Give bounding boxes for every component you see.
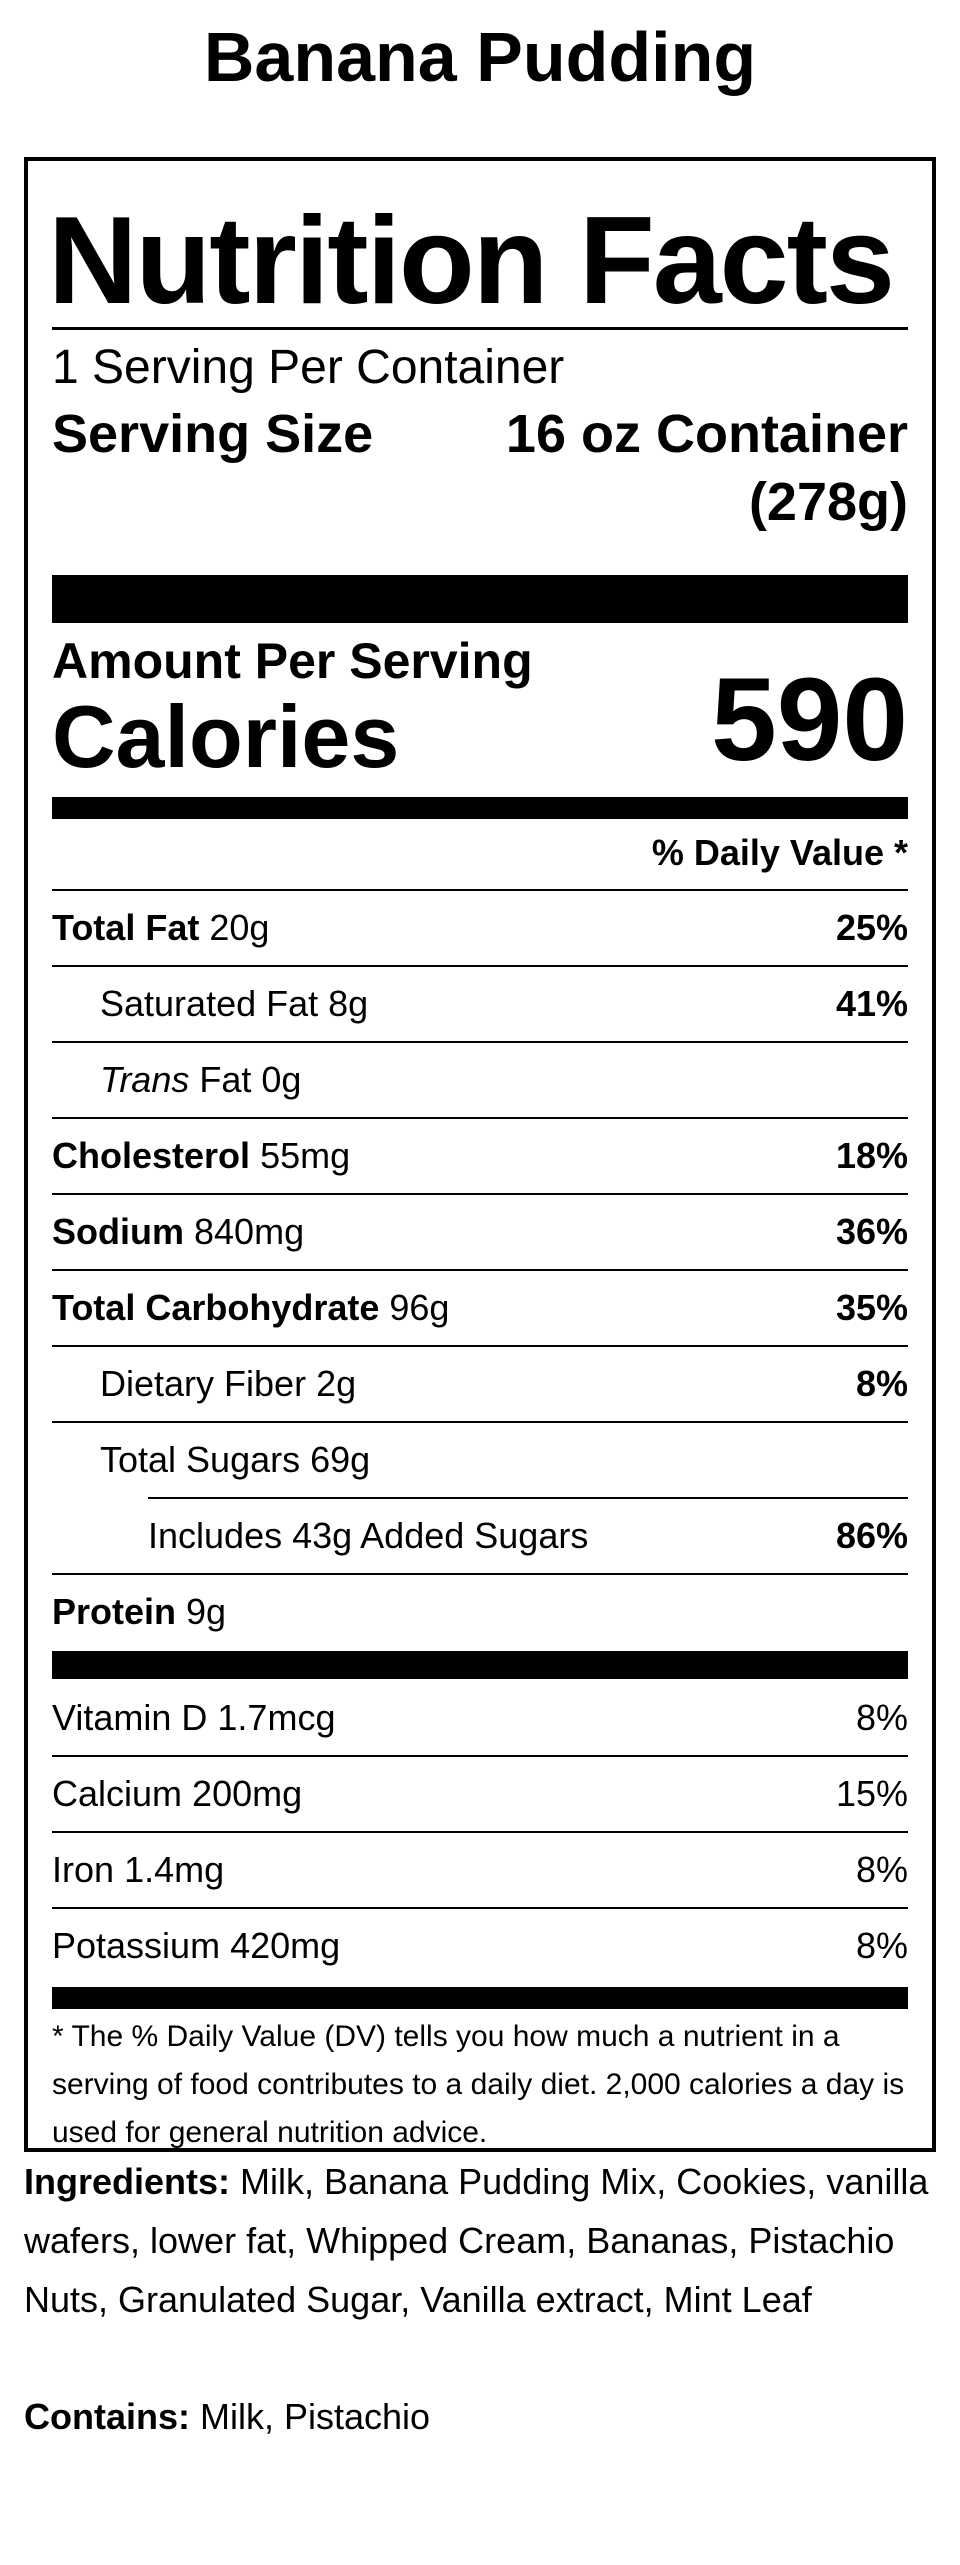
nutrient-row-cholesterol: Cholesterol 55mg 18% xyxy=(52,1119,908,1193)
vitamin-name: Iron 1.4mg xyxy=(52,1849,225,1890)
nutrient-name: Trans Fat 0g xyxy=(100,1059,302,1100)
row-divider xyxy=(52,1907,908,1909)
vitamin-dv: 8% xyxy=(855,1925,908,1966)
nutrient-dv: 25% xyxy=(835,907,908,948)
contains-label: Contains: xyxy=(24,2396,190,2437)
nutrient-name: Sodium 840mg xyxy=(52,1211,305,1252)
allergen-statement: Contains: Milk, Pistachio xyxy=(24,2388,936,2446)
nutrient-dv: 18% xyxy=(835,1135,908,1176)
nutrient-name: Protein 9g xyxy=(52,1591,227,1632)
nutrient-row-total-fat: Total Fat 20g 25% xyxy=(52,891,908,965)
nutrition-facts-label: Nutrition Facts 1 Serving Per Container … xyxy=(24,157,936,2152)
serving-size-label: Serving Size xyxy=(52,404,374,464)
serving-size-weight: (278g) xyxy=(748,472,908,532)
ingredients-text: Milk, Banana Pudding Mix, Cookies, vanil… xyxy=(24,2161,929,2320)
vitamin-row-calcium: Calcium 200mg 15% xyxy=(52,1757,908,1831)
nutrient-row-sodium: Sodium 840mg 36% xyxy=(52,1195,908,1269)
nutrient-dv: 86% xyxy=(835,1515,908,1556)
row-divider xyxy=(52,1041,908,1043)
thick-divider-footnote xyxy=(52,1987,908,2009)
row-divider xyxy=(52,1117,908,1119)
dv-header-divider xyxy=(52,889,908,891)
nutrient-name: Total Carbohydrate 96g xyxy=(52,1287,450,1328)
product-title: Banana Pudding xyxy=(203,18,757,96)
nutrient-name: Total Fat 20g xyxy=(52,907,270,948)
nutrient-row-added-sugars: Includes 43g Added Sugars 86% xyxy=(52,1499,908,1573)
row-divider xyxy=(148,1497,908,1499)
vitamin-row-vitamin-d: Vitamin D 1.7mcg 8% xyxy=(52,1681,908,1755)
nutrient-dv: 8% xyxy=(855,1363,908,1404)
contains-text: Milk, Pistachio xyxy=(200,2396,431,2437)
nutrition-facts-title: Nutrition Facts xyxy=(48,192,895,330)
calories-label: Calories xyxy=(52,687,400,786)
row-divider xyxy=(52,1421,908,1423)
vitamin-row-potassium: Potassium 420mg 8% xyxy=(52,1909,908,1983)
ingredients-label: Ingredients: xyxy=(24,2161,231,2202)
calories-value: 590 xyxy=(711,654,908,786)
row-divider xyxy=(52,1573,908,1575)
vitamin-dv: 8% xyxy=(855,1849,908,1890)
row-divider xyxy=(52,1345,908,1347)
thick-divider-top xyxy=(52,575,908,623)
nutrient-row-saturated-fat: Saturated Fat 8g 41% xyxy=(52,967,908,1041)
nutrient-dv: 41% xyxy=(835,983,908,1024)
vitamin-dv: 15% xyxy=(835,1773,908,1814)
vitamin-name: Potassium 420mg xyxy=(52,1925,341,1966)
thick-divider-vitamins xyxy=(52,1651,908,1679)
vitamin-dv: 8% xyxy=(855,1697,908,1738)
nutrient-row-protein: Protein 9g xyxy=(52,1575,908,1649)
vitamin-row-iron: Iron 1.4mg 8% xyxy=(52,1833,908,1907)
nutrient-row-total-sugars: Total Sugars 69g xyxy=(52,1423,908,1497)
vitamin-name: Vitamin D 1.7mcg xyxy=(52,1697,336,1738)
nutrient-name: Saturated Fat 8g xyxy=(100,983,369,1024)
nutrient-dv: 35% xyxy=(835,1287,908,1328)
servings-per-container: 1 Serving Per Container xyxy=(52,341,565,394)
nutrient-name: Dietary Fiber 2g xyxy=(100,1363,357,1404)
calories-divider xyxy=(52,797,908,819)
nutrient-name: Cholesterol 55mg xyxy=(52,1135,351,1176)
ingredients-statement: Ingredients: Milk, Banana Pudding Mix, C… xyxy=(24,2152,936,2329)
nutrient-name: Includes 43g Added Sugars xyxy=(148,1515,589,1556)
row-divider xyxy=(52,1755,908,1757)
row-divider xyxy=(52,965,908,967)
vitamin-name: Calcium 200mg xyxy=(52,1773,303,1814)
nutrient-row-trans-fat: Trans Fat 0g xyxy=(52,1043,908,1117)
nutrient-dv: 36% xyxy=(835,1211,908,1252)
row-divider xyxy=(52,1831,908,1833)
row-divider xyxy=(52,1269,908,1271)
daily-value-footnote: * The % Daily Value (DV) tells you how m… xyxy=(52,2020,905,2149)
daily-value-header: % Daily Value * xyxy=(651,832,908,873)
title-divider xyxy=(52,327,908,330)
serving-size-value: 16 oz Container xyxy=(505,404,908,464)
amount-per-serving: Amount Per Serving xyxy=(52,633,533,689)
nutrient-row-dietary-fiber: Dietary Fiber 2g 8% xyxy=(52,1347,908,1421)
nutrient-name: Total Sugars 69g xyxy=(100,1439,371,1480)
row-divider xyxy=(52,1193,908,1195)
nutrient-row-total-carbohydrate: Total Carbohydrate 96g 35% xyxy=(52,1271,908,1345)
